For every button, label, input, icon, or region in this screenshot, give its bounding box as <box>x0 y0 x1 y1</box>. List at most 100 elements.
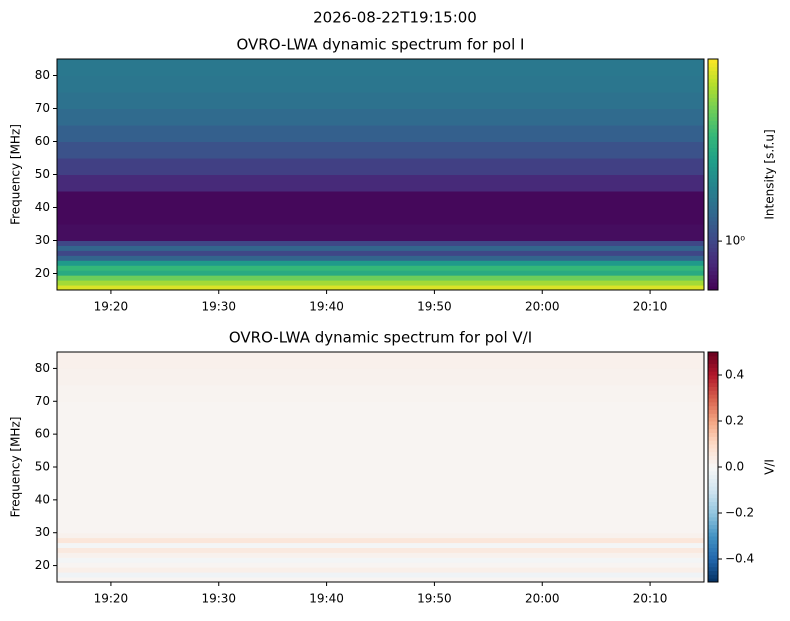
x-tick-label: 20:10 <box>633 300 668 314</box>
colorbar-swatch <box>708 436 718 441</box>
colorbar-swatch <box>708 97 718 102</box>
colorbar-swatch <box>708 367 718 372</box>
colorbar-swatch <box>708 178 718 183</box>
colorbar-tick-label: −0.2 <box>725 506 754 520</box>
axes-title: OVRO-LWA dynamic spectrum for pol V/I <box>229 329 532 347</box>
colorbar-swatch <box>708 493 718 499</box>
colorbar-swatch <box>708 474 718 479</box>
colorbar-swatch <box>708 394 718 399</box>
heatmap-row <box>57 59 704 76</box>
colorbar-swatch <box>708 455 718 460</box>
colorbar-swatch <box>708 528 718 533</box>
colorbar-swatch <box>708 390 718 395</box>
y-tick-label: 40 <box>35 492 50 506</box>
colorbar-swatch <box>708 524 718 529</box>
colorbar-swatch <box>708 543 718 548</box>
heatmap-row <box>57 207 704 225</box>
colorbar-swatch <box>708 101 718 106</box>
heatmap-row <box>57 174 704 192</box>
colorbar-swatch <box>708 166 718 172</box>
colorbar-swatch <box>708 401 718 407</box>
colorbar-swatch <box>708 559 718 564</box>
colorbar-swatch <box>708 516 718 522</box>
colorbar-swatch <box>708 255 718 260</box>
colorbar-swatch <box>708 147 718 152</box>
colorbar-swatch <box>708 155 718 160</box>
y-tick-label: 60 <box>35 427 50 441</box>
suptitle: 2026-08-22T19:15:00 <box>313 9 477 27</box>
colorbar-swatch <box>708 459 718 464</box>
colorbar-swatch <box>708 421 718 426</box>
heatmap-row <box>57 483 704 501</box>
colorbar-swatch <box>708 428 718 433</box>
heatmap-row <box>57 450 704 468</box>
y-tick-label: 20 <box>35 558 50 572</box>
colorbar-swatch <box>708 170 718 175</box>
x-tick-label: 19:40 <box>309 592 344 606</box>
y-tick-label: 30 <box>35 525 50 539</box>
heatmap-row <box>57 255 704 261</box>
colorbar-swatch <box>708 352 718 357</box>
colorbar-swatch <box>708 409 718 414</box>
y-axis-label: Frequency [MHz] <box>9 417 23 518</box>
colorbar-swatch <box>708 263 718 268</box>
colorbar-swatch <box>708 89 718 95</box>
colorbar-swatch <box>708 139 718 145</box>
colorbar-swatch <box>708 128 718 133</box>
colorbar-swatch <box>708 186 718 191</box>
colorbar-swatch <box>708 482 718 487</box>
colorbar-swatch <box>708 120 718 125</box>
colorbar-swatch <box>708 398 718 403</box>
colorbar-swatch <box>708 566 718 571</box>
x-tick-label: 19:30 <box>201 592 236 606</box>
colorbar-swatch <box>708 405 718 410</box>
colorbar-swatch <box>708 239 718 245</box>
colorbar-swatch <box>708 224 718 229</box>
colorbar-swatch <box>708 162 718 168</box>
heatmap-row <box>57 141 704 159</box>
colorbar-swatch <box>708 417 718 422</box>
colorbar-label: V/I <box>763 459 777 475</box>
colorbar-swatch <box>708 490 718 495</box>
colorbar-swatch <box>708 375 718 380</box>
colorbar-swatch <box>708 62 718 68</box>
colorbar-swatch <box>708 232 718 237</box>
colorbar-swatch <box>708 413 718 418</box>
y-tick-label: 70 <box>35 394 50 408</box>
colorbar-swatch <box>708 247 718 252</box>
colorbar-tick-label: 0.0 <box>725 460 744 474</box>
y-tick-label: 50 <box>35 460 50 474</box>
colorbar-swatch <box>708 197 718 202</box>
colorbar-swatch <box>708 532 718 537</box>
colorbar-swatch <box>708 501 718 506</box>
heatmap-row <box>57 285 704 291</box>
colorbar-swatch <box>708 270 718 276</box>
y-tick-label: 80 <box>35 361 50 375</box>
y-tick-label: 50 <box>35 167 50 181</box>
colorbar-swatch <box>708 66 718 72</box>
colorbar-swatch <box>708 378 718 384</box>
colorbar-swatch <box>708 505 718 510</box>
colorbar-swatch <box>708 467 718 472</box>
colorbar-swatch <box>708 132 718 137</box>
x-tick-label: 20:00 <box>525 300 560 314</box>
heatmap-row <box>57 275 704 281</box>
colorbar-swatch <box>708 182 718 187</box>
colorbar-swatch <box>708 282 718 287</box>
heatmap-row <box>57 280 704 286</box>
heatmap-row <box>57 224 704 241</box>
colorbar-swatch <box>708 193 718 199</box>
heatmap-row <box>57 265 704 271</box>
colorbar-swatch <box>708 82 718 87</box>
colorbar-swatch <box>708 213 718 218</box>
heatmap-row <box>57 401 704 419</box>
heatmap-row <box>57 552 704 558</box>
colorbar-swatch <box>708 536 718 541</box>
heatmap-row <box>57 191 704 208</box>
heatmap-row <box>57 516 704 534</box>
colorbar-swatch <box>708 355 718 361</box>
heatmap-row <box>57 240 704 246</box>
colorbar-swatch <box>708 59 718 64</box>
colorbar-swatch <box>708 382 718 387</box>
